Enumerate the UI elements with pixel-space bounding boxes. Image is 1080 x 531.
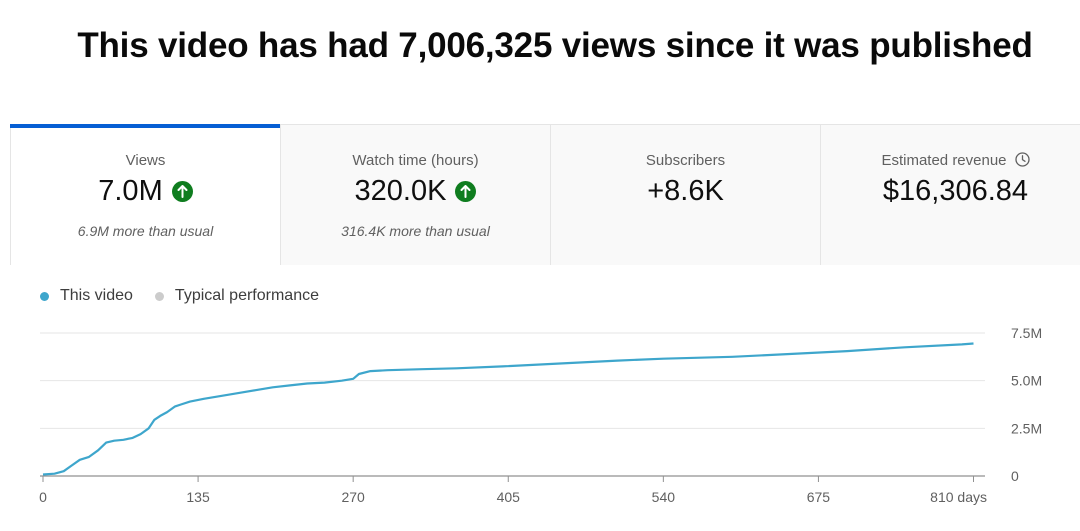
legend-label-this-video: This video	[60, 287, 133, 304]
tab-watch-time-label: Watch time (hours)	[352, 152, 479, 169]
tab-subscribers-value-row: +8.6K	[551, 175, 820, 208]
chart-legend: This video Typical performance	[40, 287, 341, 305]
tab-subscribers-value: +8.6K	[647, 175, 724, 207]
clock-icon[interactable]	[1014, 152, 1030, 167]
tab-watch-time-subtext: 316.4K more than usual	[341, 223, 490, 239]
metric-tabs: Views 7.0M 6.9M more than usual Watch ti…	[10, 124, 1080, 265]
page-title: This video has had 7,006,325 views since…	[77, 26, 1033, 65]
tab-views-value-row: 7.0M	[11, 175, 280, 208]
tab-subscribers[interactable]: Subscribers +8.6K	[551, 125, 821, 265]
legend-item-this-video[interactable]: This video	[40, 287, 133, 305]
tab-watch-time[interactable]: Watch time (hours) 320.0K 316.4K more th…	[281, 125, 551, 265]
legend-dot-this-video	[40, 291, 49, 301]
x-tick-label: 405	[497, 489, 521, 505]
tab-revenue-label-row: Estimated revenue	[821, 152, 1080, 169]
legend-item-typical-performance[interactable]: Typical performance	[154, 287, 319, 305]
tab-estimated-revenue[interactable]: Estimated revenue $16,306.84	[821, 125, 1080, 265]
y-tick-label: 5.0M	[1011, 373, 1042, 389]
x-tick-label: 675	[807, 489, 831, 505]
tab-views[interactable]: Views 7.0M 6.9M more than usual	[10, 124, 281, 265]
series-line-this-video	[42, 342, 974, 476]
x-tick-label: 135	[186, 489, 210, 505]
tab-views-label: Views	[125, 152, 166, 169]
tab-revenue-value: $16,306.84	[882, 175, 1029, 207]
trend-up-icon	[171, 181, 193, 202]
legend-dot-typical-performance	[154, 291, 164, 301]
tab-subscribers-label: Subscribers	[645, 152, 726, 169]
tab-revenue-value-row: $16,306.84	[821, 175, 1080, 208]
x-tick-label: 540	[652, 489, 676, 505]
y-tick-label: 2.5M	[1011, 420, 1042, 436]
tab-revenue-label: Estimated revenue	[881, 152, 1007, 169]
tab-views-value: 7.0M	[98, 175, 163, 207]
legend-label-typical-performance: Typical performance	[174, 287, 319, 304]
x-tick-label: 270	[341, 489, 365, 505]
x-tick-label: 0	[39, 489, 47, 505]
y-tick-label: 0	[1011, 468, 1019, 484]
x-tick-label: 810 days	[930, 489, 987, 505]
y-tick-label: 7.5M	[1011, 325, 1042, 341]
tab-watch-time-value: 320.0K	[354, 175, 447, 207]
tab-views-subtext: 6.9M more than usual	[77, 223, 214, 239]
tab-watch-time-value-row: 320.0K	[281, 175, 550, 208]
trend-up-icon	[455, 181, 477, 202]
